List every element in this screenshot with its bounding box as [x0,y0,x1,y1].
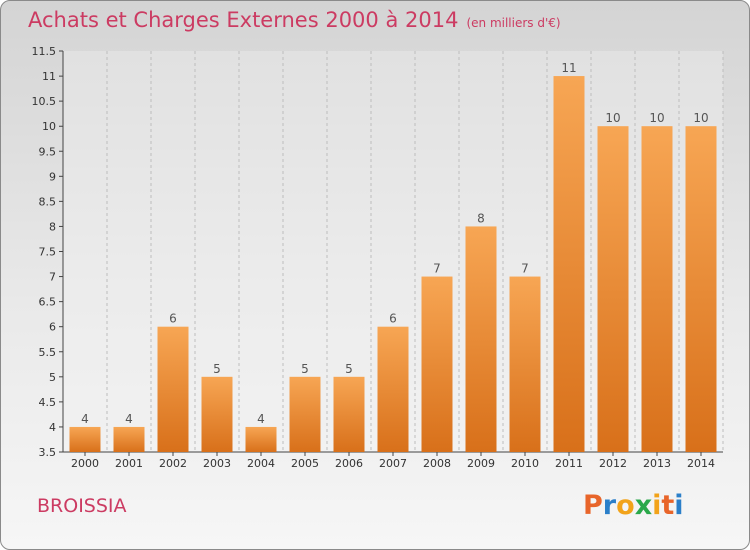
chart-title: Achats et Charges Externes 2000 à 2014 (e… [28,8,561,32]
data-label: 10 [693,111,708,125]
data-label: 4 [257,412,265,426]
x-tick-label: 2008 [423,457,451,470]
x-tick-label: 2006 [335,457,363,470]
y-tick-label: 4 [49,421,56,434]
data-label: 6 [169,312,177,326]
data-label: 5 [213,362,221,376]
bar [685,126,717,452]
x-tick-label: 2009 [467,457,495,470]
y-tick-label: 7.5 [39,246,57,259]
y-tick-label: 7 [49,271,56,284]
data-label: 7 [521,262,529,276]
bar [245,426,277,452]
x-tick-label: 2004 [247,457,275,470]
bar [509,276,541,452]
x-tick-label: 2000 [71,457,99,470]
logo-letter: i [652,490,662,521]
x-tick-label: 2010 [511,457,539,470]
bar [553,76,585,452]
x-tick-label: 2001 [115,457,143,470]
logo-letter: o [616,490,635,521]
data-label: 4 [125,412,133,426]
place-name: BROISSIA [37,495,127,517]
x-tick-label: 2011 [555,457,583,470]
logo-letter: P [583,490,603,521]
bar [641,126,673,452]
bar [377,326,409,452]
bar [157,326,189,452]
y-tick-label: 11.5 [32,45,57,58]
data-label: 7 [433,262,441,276]
x-tick-label: 2014 [687,457,715,470]
data-label: 4 [81,412,89,426]
y-tick-label: 6 [49,321,56,334]
data-label: 10 [649,111,664,125]
y-tick-label: 4.5 [39,396,57,409]
data-label: 5 [345,362,353,376]
y-tick-label: 3.5 [39,446,57,459]
y-tick-label: 5.5 [39,346,57,359]
data-label: 5 [301,362,309,376]
y-tick-label: 10.5 [32,95,57,108]
bar [289,376,321,452]
x-tick-label: 2012 [599,457,627,470]
unit-subtitle: (en milliers d'€) [466,16,561,30]
logo-letter: i [674,490,684,521]
y-tick-label: 8 [49,220,56,233]
bar [113,426,145,452]
bar [597,126,629,452]
y-tick-label: 5 [49,371,56,384]
bar [421,276,453,452]
data-label: 10 [605,111,620,125]
data-label: 8 [477,211,485,225]
title-text: Achats et Charges Externes 2000 à 2014 [28,8,459,32]
y-tick-label: 11 [42,70,56,83]
logo-letter: r [602,490,617,521]
y-tick-label: 9 [49,170,56,183]
x-tick-label: 2005 [291,457,319,470]
bar [333,376,365,452]
data-label: 6 [389,312,397,326]
x-tick-label: 2002 [159,457,187,470]
bar [69,426,101,452]
y-tick-label: 10 [42,120,56,133]
logo-letter: x [634,490,653,521]
bar [201,376,233,452]
logo-letter: t [661,490,675,521]
x-tick-label: 2007 [379,457,407,470]
y-tick-label: 8.5 [39,195,57,208]
x-tick-label: 2013 [643,457,671,470]
y-tick-label: 9.5 [39,145,57,158]
proxiti-logo: Proxiti [583,490,684,521]
x-tick-label: 2003 [203,457,231,470]
y-tick-label: 6.5 [39,296,57,309]
data-label: 11 [561,61,576,75]
bar [465,226,497,452]
